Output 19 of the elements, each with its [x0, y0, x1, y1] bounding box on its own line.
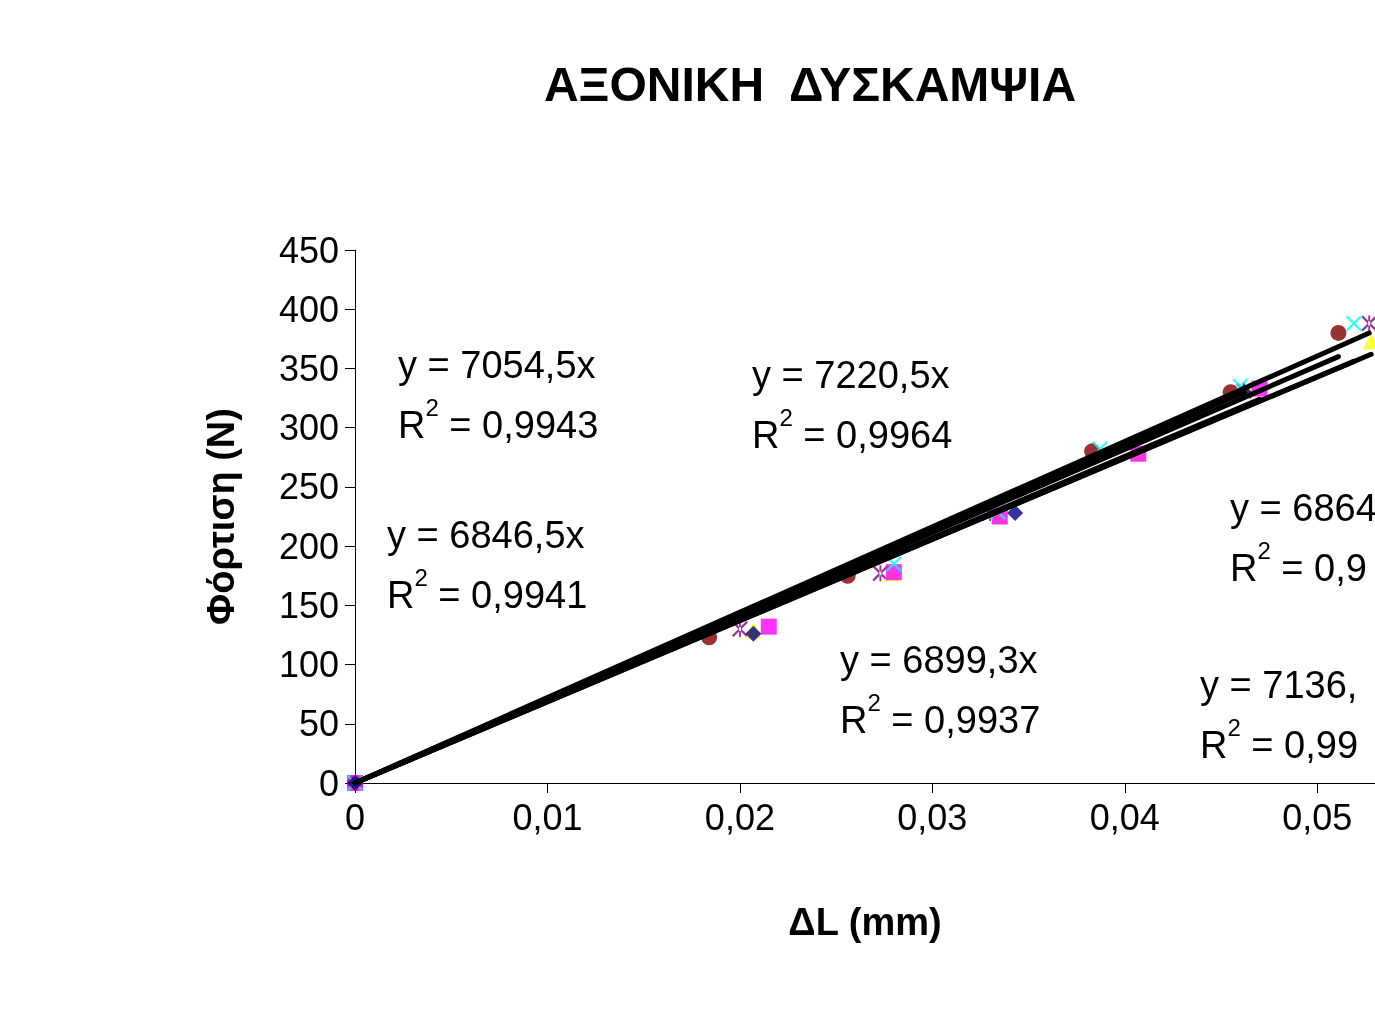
- x-axis-title: ΔL (mm): [788, 901, 942, 943]
- x-tick-label: 0,01: [512, 796, 583, 838]
- y-tick-label: 250: [278, 466, 339, 508]
- y-tick-label: 150: [278, 584, 339, 626]
- y-tick-label: 400: [278, 288, 339, 330]
- y-tick-label: 300: [278, 407, 339, 449]
- chart-title: ΑΞΟΝΙΚΗ ΔΥΣΚΑΜΨΙΑ: [543, 57, 1077, 111]
- x-tick-label: 0,03: [897, 796, 968, 838]
- y-axis-title: Φόρτιση (N): [200, 408, 242, 625]
- y-tick-label: 350: [278, 347, 339, 389]
- x-tick-label: 0: [344, 796, 366, 838]
- y-tick-label: 100: [278, 644, 339, 686]
- y-tick-label: 450: [278, 229, 339, 271]
- y-tick-label: 0: [318, 762, 339, 804]
- y-tick-label: 200: [278, 525, 339, 567]
- x-tick-label: 0,04: [1089, 796, 1160, 838]
- y-tick-label: 50: [298, 703, 339, 745]
- x-tick-label: 0,05: [1282, 796, 1353, 838]
- x-tick-label: 0,02: [704, 796, 775, 838]
